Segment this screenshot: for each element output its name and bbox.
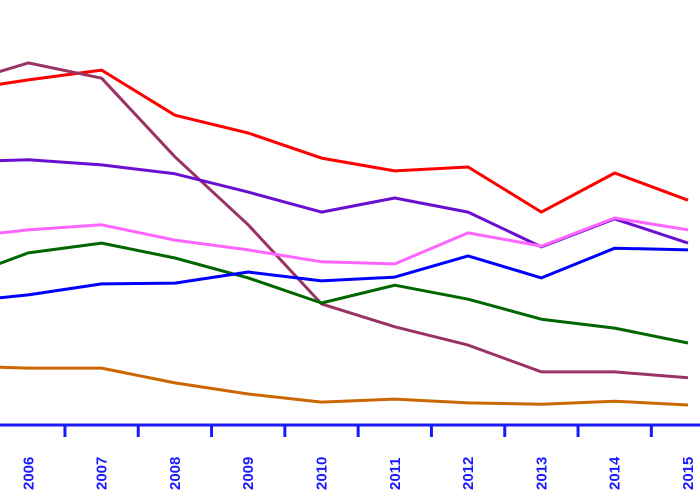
data-line	[0, 216, 689, 266]
x-tick-label: 2012	[460, 457, 477, 490]
x-tick-label: 2009	[240, 457, 257, 490]
data-line	[0, 246, 689, 300]
x-tick-label: 2015	[680, 457, 697, 490]
x-tick-label: 2006	[20, 457, 37, 490]
data-line	[0, 61, 689, 380]
x-tick-label: 2008	[167, 457, 184, 490]
x-tick-label: 2014	[607, 456, 624, 490]
x-tick-label: 2007	[94, 457, 111, 490]
x-tick-label: 2011	[387, 457, 404, 490]
x-tick-label: 2010	[314, 457, 331, 490]
data-line	[0, 241, 689, 345]
data-line	[0, 68, 689, 214]
data-line	[0, 365, 689, 407]
x-tick-label: 2013	[533, 457, 550, 490]
data-line	[0, 158, 689, 249]
